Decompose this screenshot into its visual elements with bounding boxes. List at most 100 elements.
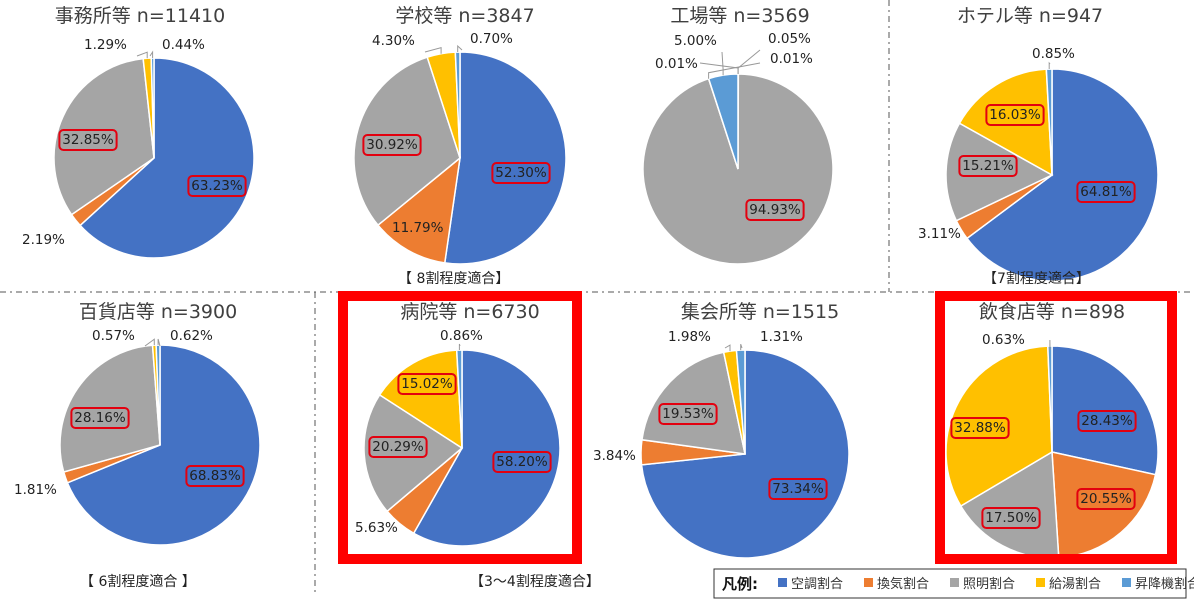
data-label: 0.62% <box>170 328 213 344</box>
data-label: 94.93% <box>749 202 801 218</box>
data-label-box <box>658 403 718 425</box>
legend-swatch <box>950 578 959 587</box>
data-label-box <box>745 199 805 221</box>
data-label: 68.83% <box>189 468 241 484</box>
pie-slice <box>945 122 1054 222</box>
data-label: 0.05% <box>768 31 811 47</box>
highlight-frame <box>338 291 582 564</box>
label-leader-line <box>458 343 461 350</box>
data-label: 2.19% <box>22 232 65 248</box>
pie-chart-panel: 工場等 n=3569 0.01% 0.05% 94.93% 0.01% 5.00% <box>642 5 834 265</box>
data-label: 0.01% <box>770 51 813 67</box>
legend-heading: 凡例: <box>722 575 758 593</box>
data-label: 64.81% <box>1080 184 1132 200</box>
legend-swatch <box>778 578 787 587</box>
data-label: 3.84% <box>593 448 636 464</box>
data-label-box <box>70 407 130 429</box>
data-label: 20.29% <box>372 439 424 455</box>
data-label: 0.57% <box>92 328 135 344</box>
pie-slice <box>353 56 461 227</box>
data-label: 15.21% <box>962 158 1014 174</box>
pie-slice <box>412 349 561 547</box>
data-label: 58.20% <box>496 454 548 470</box>
data-label-box <box>958 155 1018 177</box>
highlight-frame <box>935 291 1177 564</box>
label-leader-line <box>149 50 154 58</box>
data-label: 1.98% <box>668 329 711 345</box>
label-leader-line <box>708 62 761 79</box>
data-label-box <box>1077 410 1137 432</box>
data-label: 1.31% <box>760 329 803 345</box>
suitability-note: 【3～4割程度適合】 <box>470 573 600 590</box>
legend-swatch <box>1036 578 1045 587</box>
pie-chart-panel: ホテル等 n=947 64.81% 3.11% 15.21% 16.03% 0.85% <box>918 5 1159 282</box>
data-label-box <box>985 104 1045 126</box>
data-label-box <box>185 465 245 487</box>
legend-item-label: 換気割合 <box>877 576 929 592</box>
pie-chart-title: 百貨店等 n=3900 <box>79 301 237 323</box>
legend: 凡例: 空調割合 換気割合 照明割合 給湯割合 昇降機割合 <box>713 568 1194 599</box>
data-label: 28.16% <box>74 410 126 426</box>
label-leader-line <box>424 47 442 54</box>
pie-chart-title: 飲食店等 n=898 <box>979 301 1125 323</box>
pie-slice <box>454 51 461 159</box>
pie-slice <box>945 345 1053 508</box>
pie-slice <box>66 344 261 546</box>
data-label-box <box>58 129 118 151</box>
pie-chart-title: ホテル等 n=947 <box>957 5 1103 27</box>
data-label: 5.63% <box>355 520 398 536</box>
pie-slice <box>79 57 255 259</box>
data-label: 20.55% <box>1080 491 1132 507</box>
data-label: 5.00% <box>674 33 717 49</box>
label-leader-line <box>136 51 148 59</box>
data-label: 32.85% <box>62 132 114 148</box>
data-label: 0.63% <box>982 332 1025 348</box>
pie-slice <box>443 51 567 265</box>
data-label: 63.23% <box>191 178 243 194</box>
pie-slice <box>376 156 462 264</box>
data-label: 32.88% <box>954 420 1006 436</box>
data-label: 3.11% <box>918 226 961 242</box>
pie-slice <box>1045 68 1053 176</box>
label-leader-line <box>737 49 761 74</box>
pie-slice <box>455 349 463 449</box>
pie-chart-panel: 百貨店等 n=3900 68.83% 1.81% 28.16% 0.57% 0.62% <box>14 301 261 546</box>
pie-chart-title: 学校等 n=3847 <box>395 5 534 27</box>
data-label-box <box>1076 488 1136 510</box>
label-leader-line <box>144 338 155 347</box>
suitability-notes: 【 8割程度適合】 【7割程度適合】 【 6割程度適合 】 【3～4割程度適合】 <box>80 270 1090 590</box>
pie-slice <box>958 68 1053 177</box>
legend-item-label: 空調割合 <box>791 576 843 592</box>
data-label: 0.70% <box>470 31 513 47</box>
data-label-box <box>368 436 428 458</box>
pie-chart-title: 工場等 n=3569 <box>670 5 809 27</box>
pie-slice <box>53 57 155 216</box>
data-label: 0.01% <box>655 56 698 72</box>
data-label-box <box>768 478 828 500</box>
data-label: 73.34% <box>772 481 824 497</box>
suitability-note: 【7割程度適合】 <box>983 270 1090 287</box>
label-leader-line <box>721 51 724 76</box>
data-label-box <box>950 417 1010 439</box>
data-label: 0.44% <box>162 37 205 53</box>
pie-chart-title: 病院等 n=6730 <box>400 301 539 323</box>
label-leader-line <box>157 338 161 347</box>
label-leader-line <box>740 343 743 351</box>
pie-slice <box>150 57 155 159</box>
pie-chart-title: 集会所等 n=1515 <box>681 301 839 323</box>
data-label-box <box>397 373 457 395</box>
label-leader-line <box>457 44 463 52</box>
data-label-box <box>1076 181 1136 203</box>
data-label-box <box>362 134 422 156</box>
data-label: 1.81% <box>14 482 57 498</box>
pie-chart-title: 事務所等 n=11410 <box>55 5 225 27</box>
legend-swatch <box>864 578 873 587</box>
legend-item-label: 照明割合 <box>963 576 1015 592</box>
legend-item-label: 昇降機割合 <box>1135 576 1194 592</box>
data-label: 30.92% <box>366 137 418 153</box>
pie-slice <box>363 393 464 513</box>
data-label: 28.43% <box>1081 413 1133 429</box>
label-leader-line <box>1048 61 1051 69</box>
data-label-box <box>492 451 552 473</box>
